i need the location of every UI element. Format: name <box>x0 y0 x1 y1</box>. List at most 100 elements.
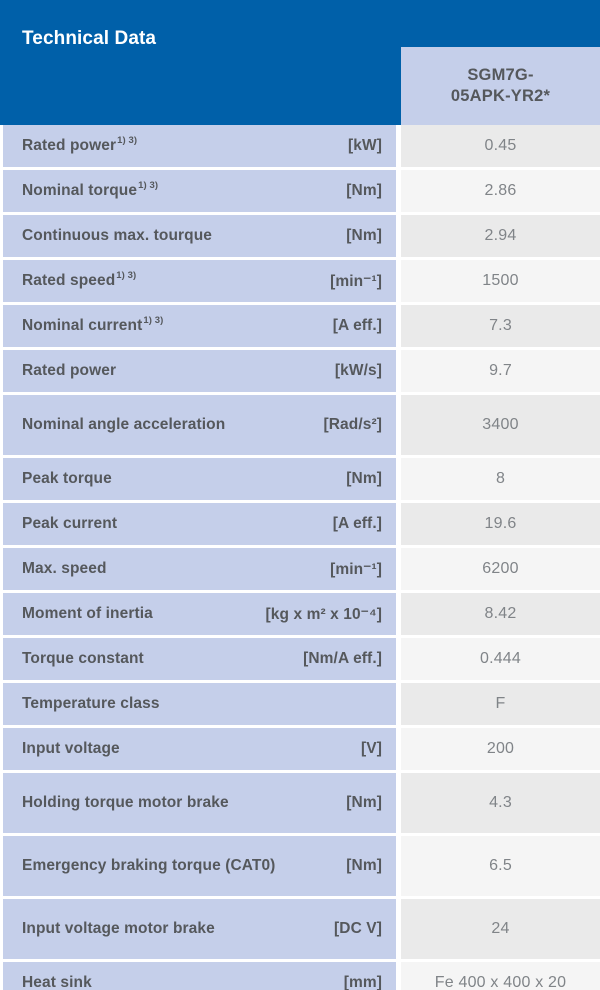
table-body: Rated power1) 3) [kW] 0.45 Nominal torque1)… <box>0 125 600 990</box>
row-unit: [A eff.] <box>332 515 382 532</box>
column-header-label-line2: 05APK-YR2* <box>450 87 551 105</box>
row-label: Moment of inertia <box>22 604 153 622</box>
row-label: Continuous max. tourque <box>22 226 213 244</box>
row-unit: [V] <box>361 740 382 757</box>
table-row: Rated speed1) 3) [min⁻¹] 1500 <box>0 260 600 302</box>
row-value: 1500 <box>482 272 519 289</box>
row-label-cell: Input voltage motor brake [DC V] <box>3 899 396 959</box>
row-unit: [DC V] <box>334 920 382 937</box>
table-header-band: Technical Data SGM7G- 05APK-YR2* <box>0 0 600 125</box>
row-label-cell: Nominal torque1) 3) [Nm] <box>3 170 396 212</box>
row-label: Rated speed1) 3) <box>22 270 137 289</box>
row-value: 8.42 <box>484 605 517 622</box>
row-value: 24 <box>491 920 510 937</box>
row-unit: [Nm] <box>346 182 382 199</box>
row-value: 0.45 <box>484 137 517 154</box>
row-label: Peak torque <box>22 469 112 487</box>
row-label-cell: Nominal current1) 3) [A eff.] <box>3 305 396 347</box>
row-label: Nominal current1) 3) <box>22 315 164 334</box>
row-value: 19.6 <box>484 515 517 532</box>
row-label-cell: Peak torque [Nm] <box>3 458 396 500</box>
row-value-cell: 7.3 <box>401 305 600 347</box>
row-label-cell: Rated power [kW/s] <box>3 350 396 392</box>
row-unit: [mm] <box>343 974 382 990</box>
table-row: Moment of inertia [kg x m² x 10⁻⁴] 8.42 <box>0 593 600 635</box>
row-unit: [Rad/s²] <box>323 416 382 433</box>
page-title: Technical Data <box>22 28 157 49</box>
row-value: 9.7 <box>489 362 512 379</box>
row-label-cell: Heat sink [mm] <box>3 962 396 990</box>
row-unit: [kg x m² x 10⁻⁴] <box>265 605 382 623</box>
row-value-cell: 0.444 <box>401 638 600 680</box>
row-value-cell: F <box>401 683 600 725</box>
row-label-footnote: 1) 3) <box>117 135 138 147</box>
row-label-footnote: 1) 3) <box>143 315 164 327</box>
row-label: Rated power1) 3) <box>22 135 138 154</box>
table-row: Holding torque motor brake [Nm] 4.3 <box>0 773 600 833</box>
row-value: 6200 <box>482 560 519 577</box>
row-value-cell: 8 <box>401 458 600 500</box>
table-row: Nominal current1) 3) [A eff.] 7.3 <box>0 305 600 347</box>
row-value-cell: 8.42 <box>401 593 600 635</box>
row-label-cell: Max. speed [min⁻¹] <box>3 548 396 590</box>
table-row: Input voltage [V] 200 <box>0 728 600 770</box>
table-row: Input voltage motor brake [DC V] 24 <box>0 899 600 959</box>
column-header-cell: SGM7G- 05APK-YR2* <box>401 47 600 125</box>
row-label-cell: Continuous max. tourque [Nm] <box>3 215 396 257</box>
row-unit: [kW] <box>348 137 382 154</box>
row-label-cell: Moment of inertia [kg x m² x 10⁻⁴] <box>3 593 396 635</box>
row-label: Nominal torque1) 3) <box>22 180 159 199</box>
row-value-cell: 4.3 <box>401 773 600 833</box>
row-label: Torque constant <box>22 649 144 667</box>
row-value: 0.444 <box>479 650 522 667</box>
row-unit: [Nm] <box>346 794 382 811</box>
row-label-footnote: 1) 3) <box>138 180 159 192</box>
column-header-label: SGM7G- 05APK-YR2* <box>451 65 550 107</box>
row-value-cell: 2.94 <box>401 215 600 257</box>
table-row: Continuous max. tourque [Nm] 2.94 <box>0 215 600 257</box>
row-label-cell: Torque constant [Nm/A eff.] <box>3 638 396 680</box>
row-label: Input voltage <box>22 739 120 757</box>
row-value-cell: 0.45 <box>401 125 600 167</box>
column-header-label-line1: SGM7G- <box>467 65 534 84</box>
row-label-cell: Emergency braking torque (CAT0) [Nm] <box>3 836 396 896</box>
row-label: Emergency braking torque (CAT0) <box>22 856 276 874</box>
row-unit: [Nm] <box>346 470 382 487</box>
row-unit: [Nm] <box>346 857 382 874</box>
row-label-cell: Rated power1) 3) [kW] <box>3 125 396 167</box>
row-label: Rated power <box>22 361 117 379</box>
row-value: Fe 400 x 400 x 20 <box>434 974 567 990</box>
row-value: F <box>495 695 506 712</box>
table-row: Max. speed [min⁻¹] 6200 <box>0 548 600 590</box>
row-unit: [A eff.] <box>332 317 382 334</box>
row-value: 2.86 <box>484 182 517 199</box>
row-unit: [Nm] <box>346 227 382 244</box>
table-row: Rated power [kW/s] 9.7 <box>0 350 600 392</box>
row-label-cell: Nominal angle acceleration [Rad/s²] <box>3 395 396 455</box>
row-unit: [min⁻¹] <box>330 560 382 578</box>
row-label: Max. speed <box>22 559 107 577</box>
row-value-cell: 3400 <box>401 395 600 455</box>
table-row: Rated power1) 3) [kW] 0.45 <box>0 125 600 167</box>
row-value: 2.94 <box>484 227 517 244</box>
row-unit: [kW/s] <box>334 362 382 379</box>
table-row: Peak current [A eff.] 19.6 <box>0 503 600 545</box>
table-row: Torque constant [Nm/A eff.] 0.444 <box>0 638 600 680</box>
row-value-cell: 24 <box>401 899 600 959</box>
row-value: 200 <box>486 740 515 757</box>
row-unit: [Nm/A eff.] <box>303 650 382 667</box>
row-label-footnote: 1) 3) <box>116 270 137 282</box>
row-label: Peak current <box>22 514 118 532</box>
row-label-cell: Peak current [A eff.] <box>3 503 396 545</box>
table-row: Emergency braking torque (CAT0) [Nm] 6.5 <box>0 836 600 896</box>
row-value: 8 <box>495 470 506 487</box>
row-unit: [min⁻¹] <box>330 272 382 290</box>
row-value-cell: 200 <box>401 728 600 770</box>
table-row: Peak torque [Nm] 8 <box>0 458 600 500</box>
table-row: Nominal torque1) 3) [Nm] 2.86 <box>0 170 600 212</box>
row-value-cell: 6.5 <box>401 836 600 896</box>
row-value: 4.3 <box>489 794 512 811</box>
table-row: Temperature class F <box>0 683 600 725</box>
row-value-cell: 9.7 <box>401 350 600 392</box>
